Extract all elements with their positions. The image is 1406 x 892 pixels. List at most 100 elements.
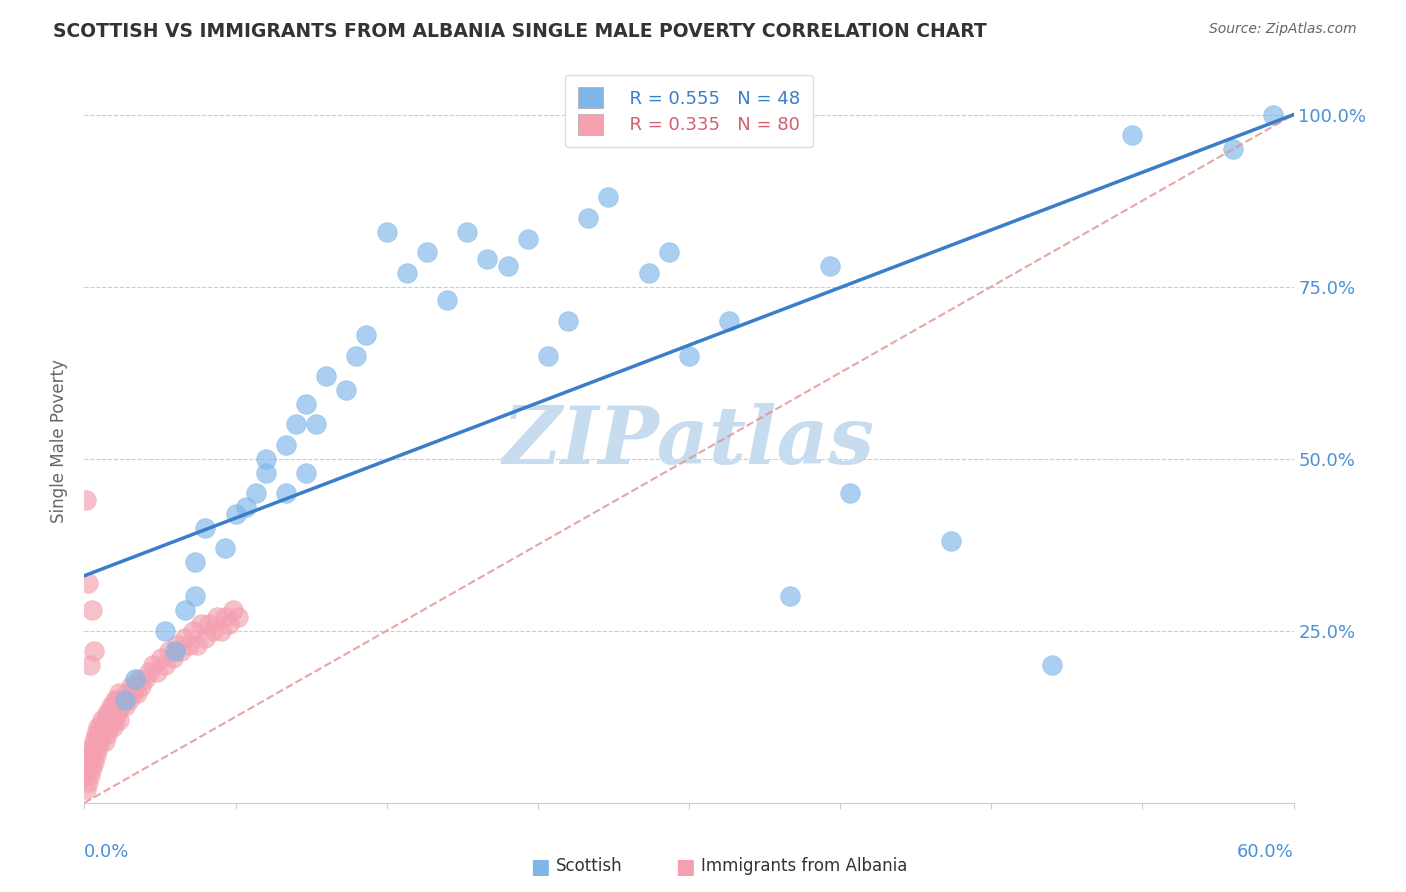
Point — [939, 534, 962, 549]
Point — [214, 541, 236, 556]
Point — [181, 624, 204, 638]
Point — [100, 699, 122, 714]
Point — [82, 603, 104, 617]
Point — [225, 507, 247, 521]
Point — [395, 266, 418, 280]
Point — [295, 466, 318, 480]
Point — [174, 603, 197, 617]
Text: 0.0%: 0.0% — [84, 843, 129, 861]
Point — [207, 610, 229, 624]
Point — [170, 644, 193, 658]
Point — [218, 616, 240, 631]
Point — [86, 747, 108, 762]
Point — [91, 713, 114, 727]
Point — [118, 692, 141, 706]
Point — [718, 314, 741, 328]
Point — [82, 747, 104, 762]
Point — [96, 706, 118, 721]
Point — [165, 644, 187, 658]
Point — [128, 672, 150, 686]
Point — [516, 231, 538, 245]
Point — [111, 692, 134, 706]
Point — [104, 692, 127, 706]
Point — [184, 590, 207, 604]
Point — [186, 638, 208, 652]
Point — [87, 740, 110, 755]
Point — [77, 575, 100, 590]
Point — [91, 727, 114, 741]
Point — [198, 616, 221, 631]
Point — [162, 651, 184, 665]
Point — [637, 266, 659, 280]
Point — [818, 259, 841, 273]
Point — [254, 466, 277, 480]
Point — [83, 644, 105, 658]
Point — [138, 665, 160, 679]
Point — [305, 417, 328, 432]
Point — [104, 713, 127, 727]
Point — [274, 486, 297, 500]
Point — [315, 369, 337, 384]
Point — [576, 211, 599, 225]
Point — [115, 686, 138, 700]
Point — [146, 665, 169, 679]
Point — [226, 610, 249, 624]
Point — [1121, 128, 1143, 143]
Point — [274, 438, 297, 452]
Point — [235, 500, 257, 514]
Point — [678, 349, 700, 363]
Point — [202, 624, 225, 638]
Point — [121, 686, 143, 700]
Legend:   R = 0.555   N = 48,   R = 0.335   N = 80: R = 0.555 N = 48, R = 0.335 N = 80 — [565, 75, 813, 147]
Point — [149, 651, 172, 665]
Point — [79, 658, 101, 673]
Point — [1040, 658, 1063, 673]
Point — [79, 755, 101, 769]
Point — [295, 397, 318, 411]
Text: ZIPatlas: ZIPatlas — [503, 403, 875, 480]
Text: Source: ZipAtlas.com: Source: ZipAtlas.com — [1209, 22, 1357, 37]
Point — [153, 658, 176, 673]
Point — [184, 555, 207, 569]
Text: Scottish: Scottish — [555, 857, 623, 875]
Point — [89, 734, 111, 748]
Point — [77, 775, 100, 789]
Point — [97, 720, 120, 734]
Point — [436, 293, 458, 308]
Point — [114, 692, 136, 706]
Point — [75, 493, 97, 508]
Point — [75, 782, 97, 797]
Point — [477, 252, 499, 267]
Point — [557, 314, 579, 328]
Point — [101, 720, 124, 734]
Point — [157, 644, 180, 658]
Text: SCOTTISH VS IMMIGRANTS FROM ALBANIA SINGLE MALE POVERTY CORRELATION CHART: SCOTTISH VS IMMIGRANTS FROM ALBANIA SING… — [53, 22, 987, 41]
Point — [120, 679, 142, 693]
Point — [83, 755, 105, 769]
Point — [598, 190, 620, 204]
Point — [96, 727, 118, 741]
Point — [456, 225, 478, 239]
Point — [153, 624, 176, 638]
Point — [89, 720, 111, 734]
Point — [101, 699, 124, 714]
Point — [179, 638, 201, 652]
Point — [79, 747, 101, 762]
Point — [93, 734, 115, 748]
Point — [82, 761, 104, 775]
Point — [82, 740, 104, 755]
Point — [75, 768, 97, 782]
Point — [839, 486, 862, 500]
Point — [779, 590, 801, 604]
Point — [100, 713, 122, 727]
Point — [209, 624, 232, 638]
Point — [416, 245, 439, 260]
Text: 60.0%: 60.0% — [1237, 843, 1294, 861]
Point — [194, 631, 217, 645]
Point — [245, 486, 267, 500]
Point — [83, 740, 105, 755]
Point — [129, 679, 152, 693]
Point — [87, 727, 110, 741]
Point — [375, 225, 398, 239]
Point — [174, 631, 197, 645]
